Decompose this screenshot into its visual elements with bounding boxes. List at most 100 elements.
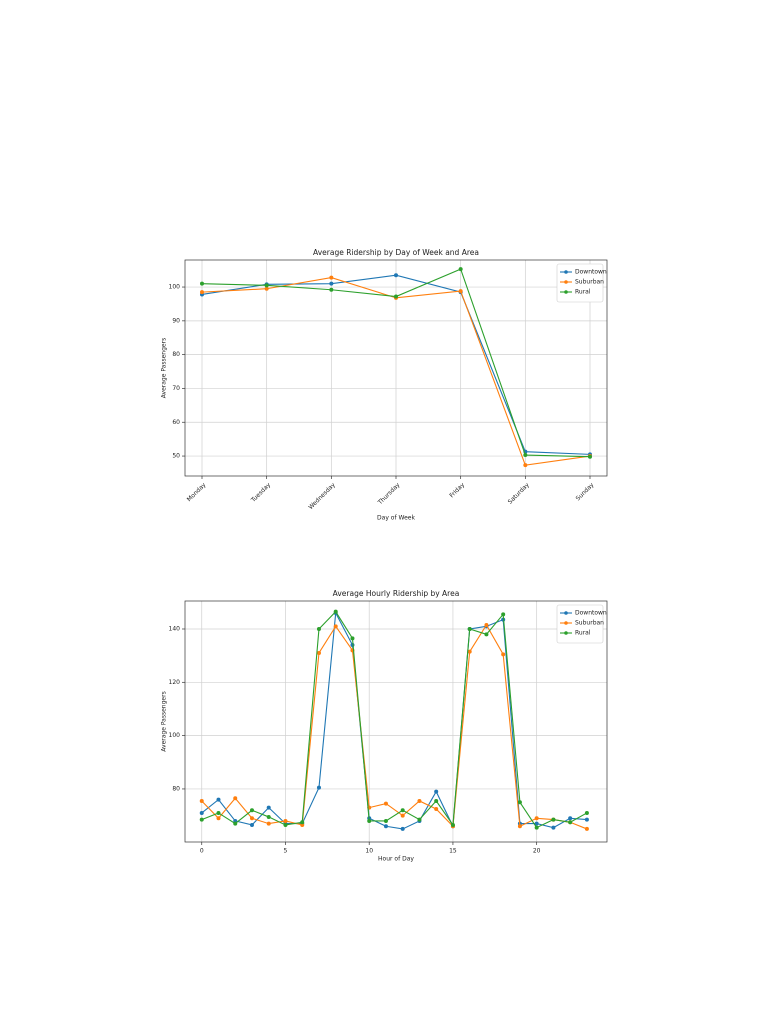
data-point bbox=[417, 798, 422, 803]
data-point bbox=[383, 801, 388, 806]
data-point bbox=[523, 463, 528, 468]
data-point bbox=[551, 817, 556, 822]
legend-label: Suburban bbox=[575, 620, 604, 627]
legend-marker bbox=[564, 270, 568, 274]
data-point bbox=[450, 822, 455, 827]
data-point bbox=[367, 818, 372, 823]
x-tick-label: Wednesday bbox=[307, 481, 337, 511]
series-line bbox=[201, 611, 587, 830]
data-point bbox=[484, 622, 489, 627]
legend-label: Downtown bbox=[575, 610, 607, 617]
data-point bbox=[266, 814, 271, 819]
x-tick-label: Friday bbox=[448, 481, 466, 499]
data-point bbox=[523, 453, 528, 458]
series-line bbox=[201, 610, 588, 829]
x-axis-label: Day of Week bbox=[377, 515, 415, 522]
series-line bbox=[201, 623, 588, 830]
plot-frame bbox=[184, 600, 608, 843]
y-tick-label: 70 bbox=[172, 385, 180, 392]
x-tick-label: Monday bbox=[186, 481, 208, 503]
data-point bbox=[400, 808, 405, 813]
legend-label: Rural bbox=[575, 289, 591, 296]
data-point bbox=[501, 612, 506, 617]
data-point bbox=[316, 785, 321, 790]
data-point bbox=[467, 626, 472, 631]
data-point bbox=[200, 281, 204, 286]
data-point bbox=[199, 810, 204, 815]
data-point bbox=[400, 813, 405, 818]
data-point bbox=[199, 798, 204, 803]
legend-label: Rural bbox=[575, 630, 591, 637]
data-point bbox=[266, 805, 271, 810]
data-point bbox=[316, 626, 321, 631]
data-point bbox=[249, 822, 254, 827]
legend-label: Suburban bbox=[575, 279, 604, 286]
data-point bbox=[329, 281, 334, 286]
legend-marker bbox=[564, 611, 568, 615]
data-point bbox=[517, 824, 522, 829]
data-point bbox=[333, 609, 338, 614]
chart-title: Average Hourly Ridership by Area bbox=[333, 589, 460, 598]
data-point bbox=[216, 797, 221, 802]
y-tick-label: 80 bbox=[172, 785, 180, 792]
y-tick-label: 140 bbox=[169, 625, 181, 632]
data-point bbox=[434, 806, 439, 811]
data-point bbox=[417, 817, 422, 822]
legend-marker bbox=[564, 280, 568, 284]
y-tick-label: 100 bbox=[169, 284, 181, 291]
data-point bbox=[394, 294, 398, 299]
data-point bbox=[434, 798, 439, 803]
data-point bbox=[199, 817, 204, 822]
legend-marker bbox=[564, 621, 568, 625]
x-tick-label: Thursday bbox=[376, 481, 402, 507]
chart-title: Average Ridership by Day of Week and Are… bbox=[313, 248, 479, 257]
data-point bbox=[383, 824, 388, 829]
data-point bbox=[316, 650, 321, 655]
data-point bbox=[283, 822, 288, 827]
x-axis-label: Hour of Day bbox=[378, 856, 414, 863]
data-point bbox=[233, 796, 238, 801]
data-point bbox=[458, 289, 463, 294]
data-point bbox=[534, 821, 539, 826]
data-point bbox=[329, 275, 334, 280]
x-tick-label: 0 bbox=[200, 848, 204, 855]
y-tick-label: 80 bbox=[172, 351, 180, 358]
y-tick-label: 100 bbox=[169, 732, 181, 739]
data-point bbox=[517, 800, 522, 805]
plot-frame bbox=[184, 259, 608, 477]
data-point bbox=[300, 820, 305, 825]
data-point bbox=[584, 810, 589, 815]
data-point bbox=[551, 825, 556, 830]
x-tick-label: Tuesday bbox=[249, 481, 272, 504]
data-point bbox=[458, 267, 463, 272]
data-point bbox=[394, 273, 398, 278]
x-tick-label: 10 bbox=[365, 848, 373, 855]
x-tick-label: Sunday bbox=[575, 481, 596, 502]
data-point bbox=[264, 286, 269, 291]
data-point bbox=[249, 816, 254, 821]
x-tick-label: 5 bbox=[284, 848, 288, 855]
data-point bbox=[383, 818, 388, 823]
x-tick-label: 15 bbox=[449, 848, 457, 855]
y-tick-label: 90 bbox=[172, 317, 180, 324]
data-point bbox=[333, 624, 338, 629]
data-point bbox=[467, 649, 472, 654]
data-point bbox=[216, 810, 221, 815]
data-point bbox=[400, 826, 405, 831]
data-point bbox=[249, 808, 254, 813]
data-point bbox=[534, 816, 539, 821]
data-point bbox=[588, 454, 592, 459]
legend-label: Downtown bbox=[575, 269, 607, 276]
data-point bbox=[501, 652, 506, 657]
data-point bbox=[216, 816, 221, 821]
data-point bbox=[584, 817, 589, 822]
y-axis-label: Average Passengers bbox=[161, 691, 168, 751]
data-point bbox=[434, 789, 439, 794]
data-point bbox=[350, 636, 355, 641]
x-tick-label: Saturday bbox=[507, 481, 531, 505]
y-tick-label: 120 bbox=[169, 679, 181, 686]
data-point bbox=[484, 632, 489, 637]
data-point bbox=[283, 818, 288, 823]
